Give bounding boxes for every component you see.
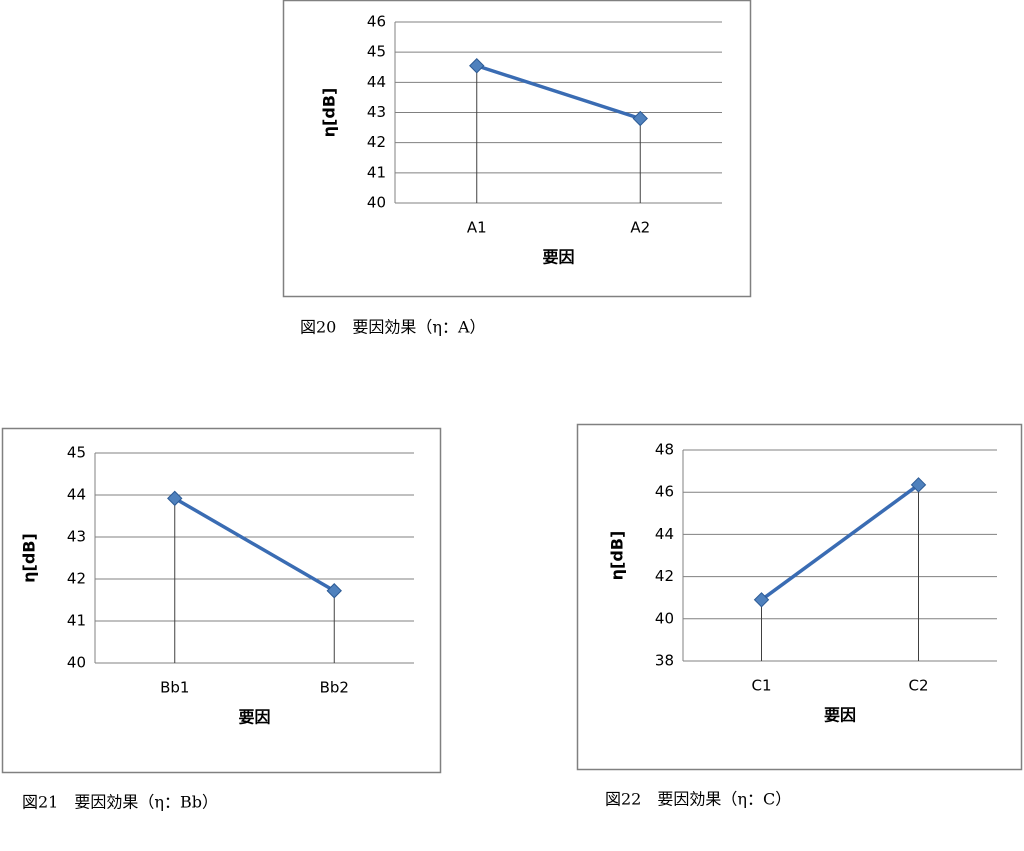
- y-tick-label: 41: [367, 163, 386, 181]
- data-marker: [326, 583, 342, 599]
- y-tick-label: 44: [655, 525, 674, 543]
- y-tick-label: 42: [367, 133, 386, 151]
- series-line: [760, 483, 920, 602]
- chart-frame: [1, 427, 442, 774]
- x-tick-label: C2: [908, 677, 928, 695]
- y-axis-title: η[dB]: [608, 531, 627, 581]
- y-axis-title: η[dB]: [320, 88, 339, 138]
- caption: 図20 要因効果（η：A）: [300, 318, 486, 337]
- y-tick-label: 40: [67, 654, 86, 672]
- data-marker: [632, 110, 648, 127]
- y-tick-label: 46: [655, 483, 674, 501]
- y-tick-label: 46: [367, 13, 386, 31]
- x-axis-title: 要因: [238, 708, 270, 727]
- data-marker: [469, 58, 485, 74]
- y-tick-label: 40: [655, 609, 674, 627]
- y-tick-label: 45: [367, 43, 386, 61]
- x-axis-title: 要因: [542, 248, 574, 267]
- y-tick-label: 43: [367, 103, 386, 121]
- data-marker: [910, 477, 927, 493]
- y-tick-label: 44: [67, 486, 86, 504]
- y-axis-title: η[dB]: [20, 533, 39, 583]
- x-tick-label: Bb1: [160, 679, 189, 697]
- y-tick-label: 41: [67, 612, 86, 630]
- chart-frame: [282, 0, 752, 298]
- x-tick-label: A2: [630, 219, 650, 237]
- chart-frame: [576, 423, 1023, 771]
- data-marker: [167, 490, 183, 507]
- y-tick-label: 38: [655, 652, 674, 670]
- y-tick-label: 45: [67, 444, 86, 462]
- series-line: [476, 64, 641, 121]
- caption: 図22 要因効果（η：C）: [605, 790, 791, 809]
- y-tick-label: 44: [367, 73, 386, 91]
- y-tick-label: 42: [67, 570, 86, 588]
- y-tick-label: 40: [367, 194, 386, 212]
- data-marker: [753, 592, 770, 608]
- x-tick-label: A1: [467, 219, 487, 237]
- y-tick-label: 48: [655, 441, 674, 459]
- y-tick-label: 42: [655, 567, 674, 585]
- series-line: [173, 496, 336, 593]
- caption: 図21 要因効果（η：Bb）: [22, 793, 218, 812]
- x-tick-label: Bb2: [320, 679, 349, 697]
- x-axis-title: 要因: [824, 706, 856, 725]
- y-tick-label: 43: [67, 528, 86, 546]
- x-tick-label: C1: [751, 677, 771, 695]
